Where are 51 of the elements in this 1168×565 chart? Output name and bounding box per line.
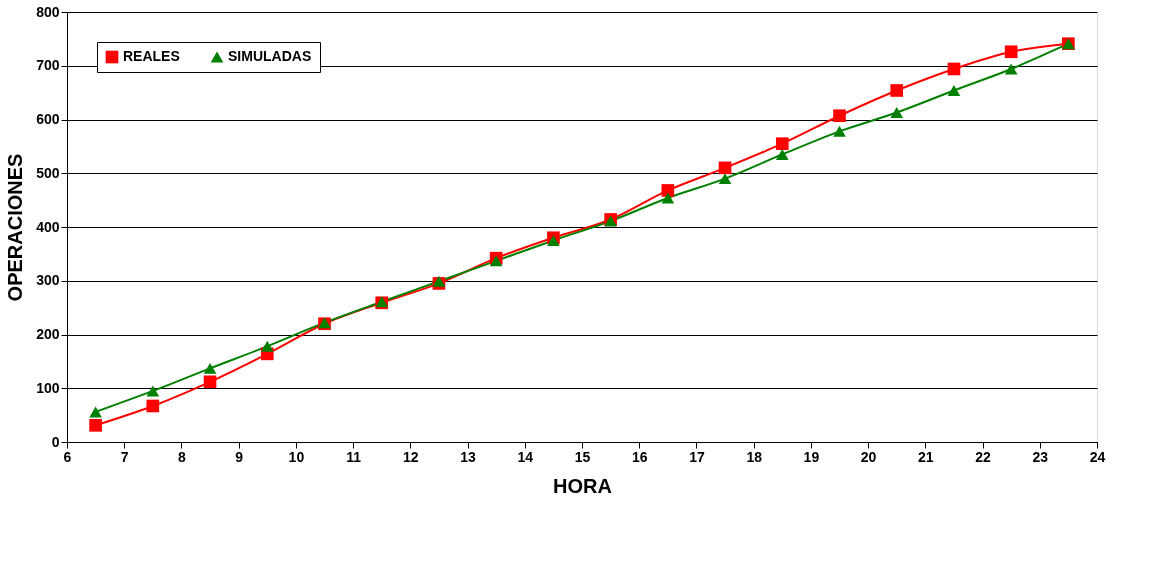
point <box>146 399 160 413</box>
x-tick-label: 13 <box>460 448 477 465</box>
y-tick-label: 300 <box>36 272 60 289</box>
y-tick-label: 600 <box>36 111 60 127</box>
y-tick-label: 400 <box>36 218 60 235</box>
point <box>489 255 503 267</box>
x-tick-label: 10 <box>288 448 305 465</box>
point <box>1004 63 1018 75</box>
point <box>146 385 160 397</box>
x-axis-title: HORA <box>553 474 612 497</box>
x-tick-label: 11 <box>346 448 362 465</box>
x-tick-label: 8 <box>178 448 187 465</box>
point <box>718 173 732 185</box>
y-axis-title: OPERACIONES <box>4 153 27 302</box>
point <box>203 375 217 389</box>
point <box>947 85 961 96</box>
point <box>890 107 904 118</box>
y-tick-label: 0 <box>51 433 60 450</box>
x-tick-label: 24 <box>1089 448 1106 465</box>
x-tick-label: 18 <box>746 448 763 465</box>
point <box>661 184 675 197</box>
x-tick-label: 7 <box>120 448 129 465</box>
x-tick-label: 12 <box>403 448 419 465</box>
x-tick-label: 20 <box>860 448 877 465</box>
point <box>203 362 217 374</box>
x-tick-label: 14 <box>517 448 534 465</box>
point <box>890 84 904 97</box>
x-tick-label: 21 <box>918 448 934 465</box>
point <box>661 192 675 204</box>
point <box>775 137 789 151</box>
x-tick-label: 23 <box>1032 448 1049 465</box>
point <box>947 62 961 76</box>
x-tick-label: 19 <box>803 448 820 465</box>
point <box>833 109 846 123</box>
point <box>775 148 789 160</box>
x-tick-label: 6 <box>63 448 72 465</box>
legend-label: SIMULADAS <box>228 48 312 64</box>
x-tick-label: 17 <box>689 448 705 465</box>
x-tick-label: 9 <box>235 448 244 465</box>
point <box>1004 45 1018 59</box>
x-tick-label: 16 <box>631 448 648 465</box>
y-tick-label: 100 <box>36 379 60 396</box>
legend-label: REALES <box>123 48 180 64</box>
y-tick-label: 200 <box>36 326 60 342</box>
x-tick-label: 22 <box>975 448 992 465</box>
point <box>260 340 274 352</box>
y-tick-label: 800 <box>36 3 60 20</box>
point <box>718 161 732 175</box>
x-tick-label: 15 <box>574 448 591 465</box>
y-tick-label: 700 <box>36 57 60 74</box>
y-tick-label: 500 <box>36 164 60 181</box>
